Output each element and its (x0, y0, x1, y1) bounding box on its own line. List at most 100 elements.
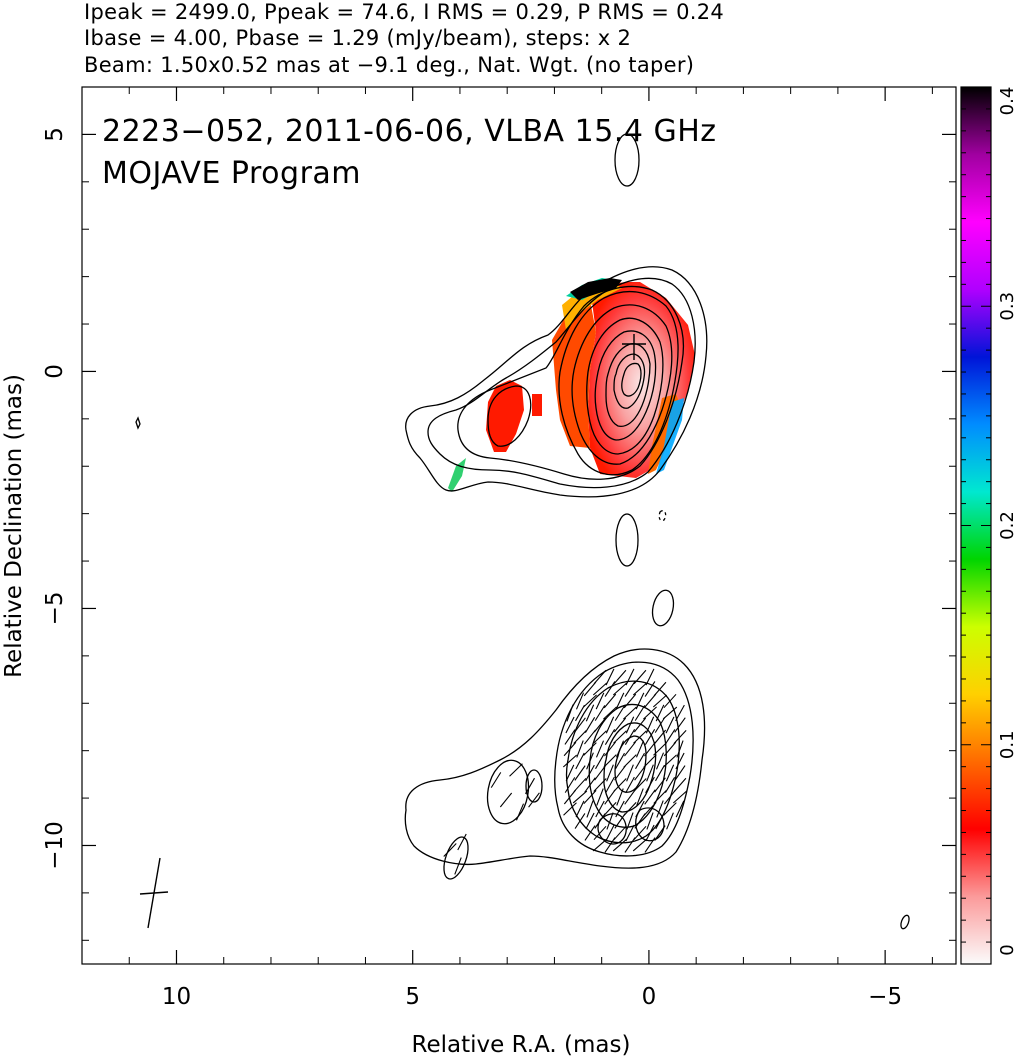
lower-knot-ring (486, 759, 530, 825)
evpa-tick (656, 800, 664, 818)
evpa-tick (625, 776, 635, 794)
colorbar-tick-label: 0.3 (997, 292, 1018, 321)
evpa-tick (675, 800, 685, 818)
evpa-tick (563, 789, 577, 805)
evpa-tick (596, 788, 604, 806)
x-tick-label: 10 (162, 984, 191, 1010)
evpa-tick (615, 800, 625, 818)
evpa-tick (674, 765, 686, 781)
lower-contour-1 (404, 648, 706, 869)
evpa-tick (613, 717, 627, 733)
evpa-tick (655, 704, 665, 722)
evpa-tick (665, 764, 675, 782)
evpa-tick (632, 838, 648, 852)
evpa-tick (499, 792, 513, 808)
evpa-tick (655, 812, 665, 830)
evpa-tick (643, 693, 657, 709)
evpa-tick (604, 681, 616, 697)
evpa-tick (612, 838, 628, 852)
evpa-tick (644, 837, 656, 853)
evpa-tick (635, 740, 645, 758)
evpa-tick (654, 825, 666, 841)
x-tick-label: 5 (405, 984, 420, 1010)
y-tick-label: −10 (42, 821, 68, 870)
contour-south-blob-1 (615, 513, 639, 567)
evpa-tick (605, 824, 615, 842)
colorbar-ticks: 0 0.1 0.2 0.3 0.4 (961, 86, 1018, 965)
lower-contour-5 (603, 722, 657, 813)
evpa-tick (653, 729, 667, 745)
evpa-tick (626, 812, 634, 830)
evpa-tick (644, 729, 656, 745)
evpa-tick (673, 777, 687, 793)
lower-evpa-panel (404, 648, 706, 880)
evpa-tick (653, 742, 667, 756)
evpa-tick (633, 825, 647, 841)
evpa-tick (584, 825, 596, 841)
evpa-tick (583, 681, 597, 697)
evpa-tick (634, 705, 646, 721)
evpa-tick (664, 789, 676, 805)
evpa-tick (583, 742, 597, 756)
evpa-tick (606, 764, 614, 782)
evpa-tick (652, 694, 668, 708)
evpa-tick (672, 790, 688, 804)
evpa-tick (604, 837, 616, 853)
contour-9 (613, 353, 646, 409)
evpa-tick (624, 681, 636, 697)
evpa-tick (613, 730, 627, 744)
x-axis-label: Relative R.A. (mas) (412, 1032, 631, 1058)
evpa-tick (563, 741, 577, 757)
evpa-tick (644, 681, 656, 697)
evpa-tick (655, 764, 665, 782)
contour-6 (586, 317, 664, 455)
evpa-tick (509, 763, 523, 777)
evpa-tick (604, 729, 616, 745)
evpa-ticks (443, 668, 688, 875)
evpa-tick (585, 812, 595, 830)
lower-contour-4 (588, 703, 667, 828)
evpa-tick (613, 825, 627, 841)
evpa-tick (633, 730, 647, 744)
evpa-tick (565, 716, 575, 734)
evpa-tick (575, 692, 585, 710)
contour-7 (594, 330, 657, 441)
evpa-tick (592, 838, 608, 852)
evpa-tick (605, 668, 615, 686)
contour-1 (405, 266, 708, 498)
evpa-tick (635, 752, 645, 770)
evpa-tick (584, 717, 596, 733)
evpa-tick (583, 790, 597, 804)
evpa-tick (623, 802, 637, 816)
lower-contour-6 (614, 735, 647, 793)
evpa-tick (623, 706, 637, 720)
evpa-tick (604, 789, 616, 805)
evpa-tick (624, 837, 636, 853)
colorbar-tick-label: 0.2 (997, 511, 1018, 540)
contour-east-speck (135, 416, 141, 430)
evpa-tick (593, 778, 607, 792)
colorbar-tick-label: 0.4 (997, 87, 1018, 116)
evpa-tick (625, 824, 635, 842)
x-tick-label: 0 (642, 984, 657, 1010)
evpa-tick (654, 777, 666, 793)
evpa-tick (593, 717, 607, 733)
evpa-tick (594, 813, 606, 829)
evpa-tick (575, 752, 585, 770)
header-line-1: Ipeak = 2499.0, Ppeak = 74.6, I RMS = 0.… (84, 0, 725, 24)
evpa-tick (573, 730, 587, 744)
evpa-tick (606, 812, 614, 830)
evpa-tick (675, 704, 685, 722)
evpa-tick (593, 669, 607, 685)
evpa-tick (616, 788, 624, 806)
evpa-tick (646, 764, 654, 782)
evpa-tick (632, 682, 648, 696)
evpa-tick (643, 706, 657, 720)
evpa-tick (584, 777, 596, 793)
contour-west-speck (900, 914, 910, 930)
evpa-tick (594, 705, 606, 721)
evpa-tick (575, 704, 585, 722)
evpa-tick (614, 705, 626, 721)
evpa-tick (613, 669, 627, 685)
core-cross (622, 334, 646, 360)
